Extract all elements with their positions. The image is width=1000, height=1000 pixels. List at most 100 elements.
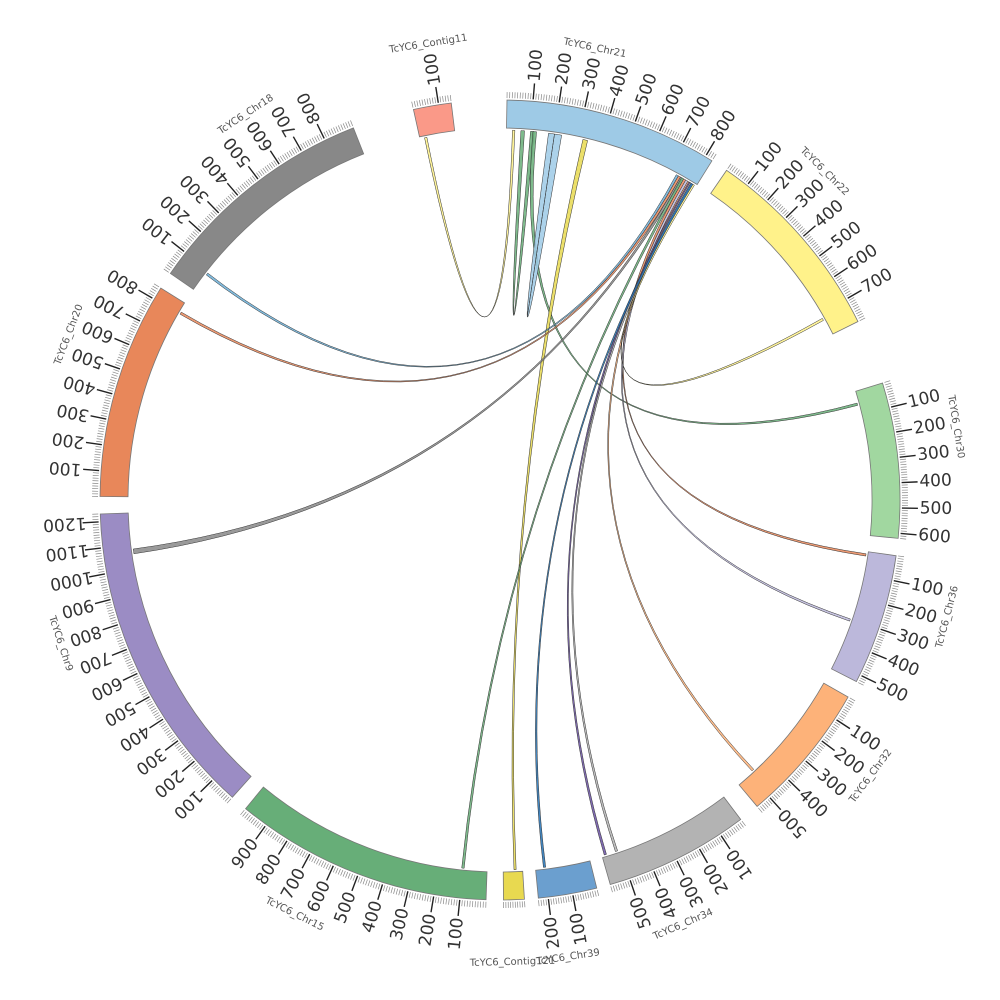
minor-tick bbox=[95, 446, 102, 448]
minor-tick bbox=[889, 597, 896, 600]
tick-label: 900 bbox=[59, 594, 95, 621]
minor-tick bbox=[888, 395, 895, 398]
minor-tick bbox=[181, 750, 187, 756]
minor-tick bbox=[680, 135, 685, 142]
minor-tick bbox=[685, 856, 690, 862]
minor-tick bbox=[424, 895, 427, 902]
link-tcyc6-chr18-to-tcyc6-chr21 bbox=[205, 174, 679, 368]
minor-tick bbox=[656, 124, 660, 131]
minor-tick bbox=[175, 251, 182, 256]
minor-tick bbox=[753, 183, 759, 189]
minor-tick bbox=[826, 734, 832, 739]
major-tick bbox=[584, 91, 590, 108]
link-tcyc6-chr22-to-tcyc6-chr21 bbox=[620, 183, 824, 386]
minor-tick bbox=[94, 545, 101, 547]
minor-tick bbox=[856, 310, 862, 315]
minor-tick bbox=[112, 626, 119, 630]
minor-tick bbox=[142, 694, 149, 698]
tick-label: 100 bbox=[723, 845, 758, 883]
minor-tick bbox=[295, 146, 300, 153]
minor-tick bbox=[138, 310, 144, 315]
minor-tick bbox=[644, 874, 647, 881]
labels-layer: 100 200 300 400500600700800TcYC6_Chr2110020… bbox=[43, 33, 967, 969]
minor-tick bbox=[813, 750, 819, 756]
minor-tick bbox=[419, 894, 422, 901]
minor-tick bbox=[297, 848, 301, 855]
minor-tick bbox=[241, 183, 246, 189]
minor-tick bbox=[899, 453, 906, 456]
tick-label: 500 bbox=[69, 343, 106, 372]
minor-tick bbox=[262, 167, 267, 174]
minor-tick bbox=[116, 359, 123, 362]
minor-tick bbox=[696, 144, 701, 150]
minor-tick bbox=[307, 140, 311, 146]
minor-tick bbox=[102, 589, 109, 592]
minor-tick bbox=[316, 135, 320, 141]
minor-tick bbox=[849, 697, 856, 702]
minor-tick bbox=[687, 139, 692, 145]
minor-tick bbox=[186, 756, 192, 762]
minor-tick bbox=[442, 96, 444, 103]
minor-tick bbox=[817, 250, 823, 255]
minor-tick bbox=[94, 456, 101, 458]
minor-tick bbox=[365, 879, 368, 886]
minor-tick bbox=[710, 842, 714, 848]
minor-tick bbox=[854, 308, 861, 312]
minor-tick bbox=[664, 127, 668, 134]
minor-tick bbox=[325, 130, 330, 137]
minor-tick bbox=[190, 233, 196, 238]
minor-tick bbox=[620, 883, 623, 890]
minor-tick bbox=[705, 844, 710, 851]
minor-tick bbox=[882, 624, 889, 627]
tick-label: 600 bbox=[917, 525, 951, 548]
minor-tick bbox=[370, 881, 373, 888]
minor-tick bbox=[574, 99, 577, 106]
minor-tick bbox=[668, 129, 673, 136]
minor-tick bbox=[318, 134, 323, 140]
minor-tick bbox=[168, 734, 174, 739]
minor-tick bbox=[264, 166, 269, 172]
minor-tick bbox=[661, 126, 665, 133]
tick-label: 800 bbox=[707, 107, 741, 145]
major-tick bbox=[682, 127, 692, 143]
minor-tick bbox=[450, 899, 453, 906]
minor-tick bbox=[822, 256, 828, 261]
minor-tick bbox=[762, 804, 767, 810]
minor-tick bbox=[342, 870, 346, 877]
minor-tick bbox=[350, 120, 353, 127]
minor-tick bbox=[279, 156, 284, 162]
minor-tick bbox=[191, 762, 197, 768]
minor-tick bbox=[820, 742, 826, 747]
minor-tick bbox=[863, 670, 870, 675]
minor-tick bbox=[151, 287, 157, 292]
major-tick bbox=[301, 853, 311, 869]
tick-label: 600 bbox=[79, 316, 117, 347]
minor-tick bbox=[895, 572, 902, 575]
band-tcyc6-chr20 bbox=[99, 287, 186, 498]
minor-tick bbox=[274, 835, 279, 841]
minor-tick bbox=[96, 560, 103, 563]
tick-label: 1100 bbox=[44, 540, 89, 565]
minor-tick bbox=[154, 714, 161, 719]
minor-tick bbox=[277, 157, 282, 163]
minor-tick bbox=[194, 766, 200, 772]
minor-tick bbox=[282, 154, 286, 161]
link-tcyc6-chr21-to-tcyc6-chr34 bbox=[571, 182, 693, 852]
minor-tick bbox=[639, 876, 643, 883]
minor-tick bbox=[589, 891, 592, 898]
minor-tick bbox=[193, 764, 199, 770]
minor-tick bbox=[119, 351, 126, 355]
minor-tick bbox=[174, 742, 180, 747]
minor-tick bbox=[257, 822, 262, 829]
minor-tick bbox=[648, 873, 652, 879]
minor-tick bbox=[825, 260, 831, 265]
major-tick bbox=[769, 797, 782, 811]
minor-tick bbox=[894, 422, 901, 425]
minor-tick bbox=[646, 874, 650, 880]
tick-label: 800 bbox=[293, 89, 325, 127]
minor-tick bbox=[225, 197, 231, 203]
minor-tick bbox=[784, 211, 789, 217]
minor-tick bbox=[398, 889, 401, 896]
minor-tick bbox=[100, 583, 108, 586]
minor-tick bbox=[780, 207, 786, 213]
